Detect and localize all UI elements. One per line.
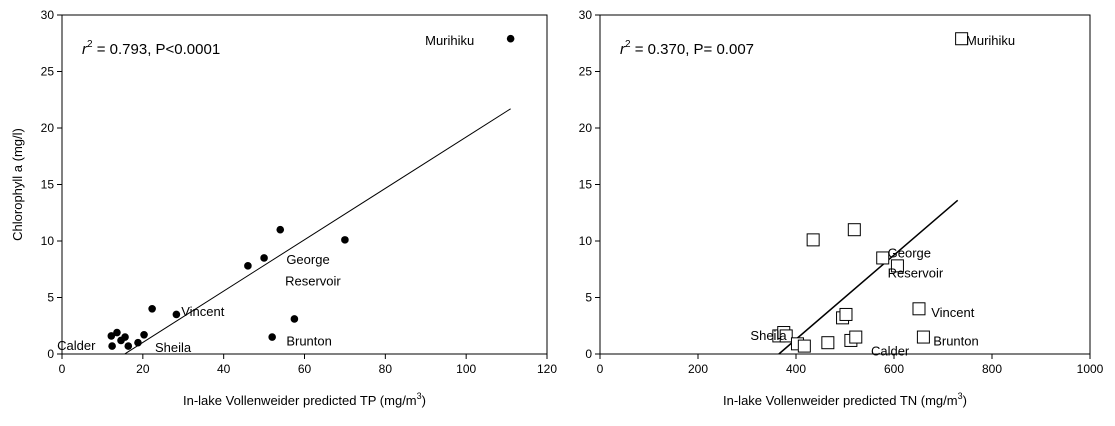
y-tick-label: 20: [41, 121, 55, 135]
data-point: [849, 330, 863, 344]
y-tick-label: 0: [585, 347, 592, 361]
point-label: Brunton: [933, 333, 979, 348]
x-tick-label: 600: [884, 362, 904, 376]
data-point: [268, 333, 276, 341]
point-label: Vincent: [181, 304, 225, 319]
data-point: [955, 32, 969, 46]
stat-text: = 0.793, P<0.0001: [93, 41, 221, 58]
data-point: [172, 310, 181, 319]
data-point: [108, 342, 116, 350]
y-tick-label: 10: [41, 234, 55, 248]
y-tick-label: 30: [579, 8, 593, 22]
y-tick-label: 30: [41, 8, 55, 22]
point-label: Murihiku: [966, 33, 1015, 48]
point-label: Sheila: [155, 340, 192, 355]
x-axis-title: In-lake Vollenweider predicted TP (mg/m3…: [183, 391, 426, 408]
data-point: [890, 259, 904, 273]
x-axis-title-main: In-lake Vollenweider predicted TN (mg/m: [723, 393, 958, 408]
data-point: [107, 332, 116, 340]
point-label: George: [286, 252, 329, 267]
x-tick-label: 120: [537, 362, 557, 376]
data-point: [121, 333, 129, 341]
y-axis-title: Chlorophyll a (mg/l): [10, 128, 25, 241]
plot-frame: [61, 14, 548, 355]
y-tick-label: 5: [585, 291, 592, 305]
x-axis-title-end: ): [963, 393, 967, 408]
x-axis-title-main: In-lake Vollenweider predicted TP (mg/m: [183, 393, 417, 408]
x-tick-label: 20: [136, 362, 150, 376]
data-point: [124, 342, 133, 350]
data-point: [847, 223, 861, 237]
point-label: Calder: [871, 344, 910, 359]
data-point: [839, 307, 853, 321]
stat-text: = 0.370, P= 0.007: [631, 41, 754, 58]
data-point: [876, 251, 890, 265]
x-tick-label: 40: [217, 362, 231, 376]
x-axis-title-sup: 3: [417, 391, 422, 401]
data-point: [113, 328, 121, 337]
x-tick-label: 80: [379, 362, 393, 376]
data-point: [821, 336, 835, 350]
stat-sup: 2: [87, 39, 93, 50]
data-point: [912, 302, 926, 316]
x-tick-label: 800: [982, 362, 1002, 376]
data-point: [290, 315, 299, 323]
x-axis-title: In-lake Vollenweider predicted TN (mg/m3…: [723, 391, 967, 408]
data-point: [806, 233, 820, 247]
data-point: [148, 305, 156, 313]
x-tick-label: 0: [597, 362, 604, 376]
y-tick-label: 15: [41, 178, 55, 192]
y-tick-label: 25: [579, 65, 593, 79]
point-label: Sheila: [750, 328, 787, 343]
data-point: [341, 236, 349, 244]
y-tick-label: 0: [47, 347, 54, 361]
y-tick-label: 25: [41, 65, 55, 79]
y-tick-label: 10: [579, 234, 593, 248]
data-point: [244, 262, 252, 270]
x-tick-label: 1000: [1077, 362, 1104, 376]
r-squared-stat: r2 = 0.793, P<0.0001: [82, 39, 220, 58]
data-point: [260, 254, 268, 262]
y-tick-label: 15: [579, 178, 593, 192]
x-tick-label: 60: [298, 362, 312, 376]
point-label: George: [888, 245, 931, 260]
x-tick-label: 400: [786, 362, 806, 376]
point-label: Reservoir: [285, 274, 341, 289]
x-axis-title-sup: 3: [958, 391, 963, 401]
y-tick-label: 20: [579, 121, 593, 135]
data-point: [916, 330, 930, 344]
x-tick-label: 0: [59, 362, 66, 376]
data-point: [779, 329, 793, 343]
x-axis-title-end: ): [422, 393, 426, 408]
point-label: Murihiku: [425, 33, 474, 48]
stat-sup: 2: [625, 39, 631, 50]
data-point: [797, 339, 811, 353]
stat-r: r: [620, 41, 626, 58]
data-point: [134, 338, 142, 347]
point-label: Reservoir: [888, 266, 944, 281]
regression-line: [778, 199, 959, 355]
chart-panel-1: 0 20 40 60 80 100 120 0 5 10 15 20 25 30 In-lake Volle…: [10, 8, 557, 408]
stat-r: r: [82, 41, 88, 58]
y-tick-label: 5: [47, 291, 54, 305]
x-tick-label: 100: [456, 362, 476, 376]
data-point: [140, 330, 148, 339]
data-point: [276, 225, 285, 234]
point-label: Brunton: [286, 333, 332, 348]
regression-line: [124, 108, 511, 355]
point-label: Vincent: [931, 305, 975, 320]
r-squared-stat: r2 = 0.370, P= 0.007: [620, 39, 754, 58]
data-point: [506, 34, 515, 43]
x-tick-label: 200: [688, 362, 708, 376]
plot-frame: [599, 14, 1091, 355]
chart-panel-2: 0 200 400 600 800 1000 0 5 10 15 20 25 30 In-lake Vol…: [579, 8, 1104, 408]
point-label: Calder: [57, 338, 96, 353]
